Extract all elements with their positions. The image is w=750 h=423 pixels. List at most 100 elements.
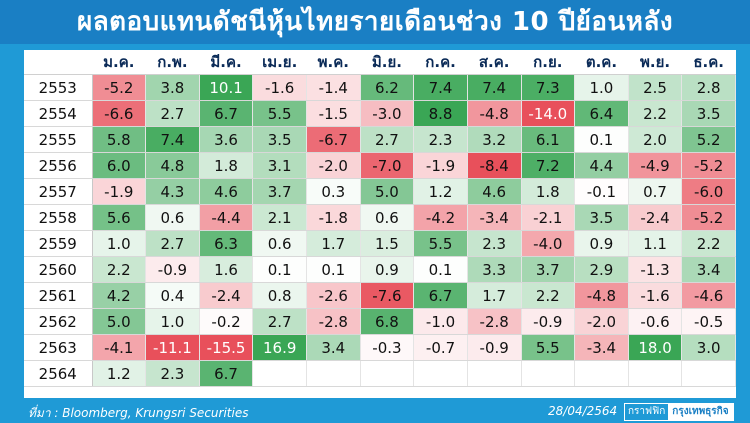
heatmap-cell: 0.9 (574, 230, 629, 257)
heatmap-cell: 18.0 (628, 334, 683, 361)
heatmap-cell: 7.3 (521, 74, 576, 101)
heatmap-cell: 5.0 (92, 308, 147, 335)
heatmap-cell: 6.1 (521, 126, 576, 153)
heatmap-cell: -4.4 (199, 204, 254, 231)
heatmap-cell: -2.1 (521, 204, 576, 231)
heatmap-cell: 1.7 (467, 282, 522, 309)
heatmap-cell: 3.8 (145, 74, 200, 101)
month-header: ส.ค. (467, 50, 521, 75)
heatmap-cell (306, 360, 361, 387)
heatmap-cell: -5.2 (681, 204, 736, 231)
heatmap-cell: 1.8 (199, 152, 254, 179)
table-row: 2560 2.2 -0.9 1.6 0.1 0.1 0.9 0.1 3.3 3.7 2.9 -1.3 3… (24, 256, 736, 283)
heatmap-cell: 4.4 (574, 152, 629, 179)
heatmap-cell: -6.7 (306, 126, 361, 153)
heatmap-cell: 2.1 (252, 204, 307, 231)
heatmap-cell: 1.2 (92, 360, 147, 387)
heatmap-cell: 4.8 (145, 152, 200, 179)
table-row: 2564 1.2 2.3 6.7 (24, 360, 736, 387)
heatmap-cell (413, 360, 468, 387)
heatmap-cell (521, 360, 576, 387)
heatmap-cell: -7.0 (360, 152, 415, 179)
heatmap-cell: 2.7 (145, 230, 200, 257)
heatmap-cell: 2.9 (574, 256, 629, 283)
heatmap-cell: -0.3 (360, 334, 415, 361)
heatmap-cell (681, 360, 736, 387)
heatmap-cell: 0.6 (360, 204, 415, 231)
year-label: 2560 (24, 256, 93, 283)
month-header: พ.ย. (628, 50, 682, 75)
table-row: 2553 -5.2 3.8 10.1 -1.6 -1.4 6.2 7.4 7.4 7.3 1.0 2.… (24, 74, 736, 101)
heatmap-cell: -2.4 (628, 204, 683, 231)
heatmap-cell: -4.1 (92, 334, 147, 361)
publisher-logo: กราฟฟิก กรุงเทพธุรกิจ (624, 403, 734, 421)
year-label: 2562 (24, 308, 93, 335)
source-text: ที่มา : Bloomberg, Krungsri Securities (28, 406, 249, 420)
heatmap-cell: -2.6 (306, 282, 361, 309)
table-row: 2561 4.2 0.4 -2.4 0.8 -2.6 -7.6 6.7 1.7 2.2 -4.8 -1… (24, 282, 736, 309)
heatmap-cell: 3.2 (467, 126, 522, 153)
month-header: ก.ย. (521, 50, 575, 75)
heatmap-cell: 6.0 (92, 152, 147, 179)
heatmap-cell: 3.4 (306, 334, 361, 361)
heatmap-cell: 6.7 (413, 282, 468, 309)
heatmap-cell: 5.2 (681, 126, 736, 153)
heatmap-cell: -6.6 (92, 100, 147, 127)
heatmap-cell: 0.4 (145, 282, 200, 309)
heatmap-cell: 3.0 (681, 334, 736, 361)
heatmap-cell: 1.6 (199, 256, 254, 283)
year-label: 2557 (24, 178, 93, 205)
heatmap-cell: -1.9 (92, 178, 147, 205)
month-header: ก.ค. (413, 50, 468, 75)
heatmap-cell: 2.2 (628, 100, 683, 127)
table-row: 2559 1.0 2.7 6.3 0.6 1.7 1.5 5.5 2.3 -4.0 0.9 1.1 2.… (24, 230, 736, 257)
heatmap-cell: 4.6 (199, 178, 254, 205)
heatmap-cell: 5.5 (252, 100, 307, 127)
heatmap-table-container: ม.ค. ก.พ. มี.ค. เม.ย. พ.ค. มิ.ย. ก.ค. ส.ค. ก.ย. ต… (24, 50, 736, 398)
table-row: 2558 5.6 0.6 -4.4 2.1 -1.8 0.6 -4.2 -3.4 -2.1 3.5-… (24, 204, 736, 231)
heatmap-cell: 5.5 (413, 230, 468, 257)
heatmap-cell: 6.7 (199, 100, 254, 127)
heatmap-cell: 6.8 (360, 308, 415, 335)
heatmap-cell: 2.3 (467, 230, 522, 257)
heatmap-cell: 2.2 (92, 256, 147, 283)
heatmap-cell: 6.7 (199, 360, 254, 387)
year-label: 2556 (24, 152, 93, 179)
heatmap-cell: -2.4 (199, 282, 254, 309)
heatmap-cell: 1.0 (145, 308, 200, 335)
year-label: 2561 (24, 282, 93, 309)
year-label: 2553 (24, 74, 93, 101)
heatmap-cell: -3.4 (467, 204, 522, 231)
heatmap-cell: -6.0 (681, 178, 736, 205)
heatmap-cell (467, 360, 522, 387)
heatmap-cell: 2.3 (145, 360, 200, 387)
heatmap-cell: -4.0 (521, 230, 576, 257)
heatmap-cell: -0.2 (199, 308, 254, 335)
heatmap-cell: 0.3 (306, 178, 361, 205)
heatmap-cell: 6.3 (199, 230, 254, 257)
heatmap-cell: 3.5 (681, 100, 736, 127)
heatmap-cell: -1.4 (306, 74, 361, 101)
table-row: 2555 5.8 7.4 3.6 3.5 -6.7 2.7 2.3 3.2 6.1 0.1 2.0 5.… (24, 126, 736, 153)
heatmap-cell: 1.0 (92, 230, 147, 257)
heatmap-cell: -4.9 (628, 152, 683, 179)
heatmap-cell (360, 360, 415, 387)
table-row: 2563 -4.1 -11.1 -15.5 16.9 3.4 -0.3 -0.7 -0.9 5.5… (24, 334, 736, 361)
heatmap-cell: 7.4 (413, 74, 468, 101)
heatmap-cell: 3.5 (574, 204, 629, 231)
month-header: พ.ค. (306, 50, 361, 75)
logo-graphic-label: กราฟฟิก (628, 406, 666, 417)
heatmap-cell: 0.1 (413, 256, 468, 283)
year-label: 2563 (24, 334, 93, 361)
heatmap-cell: -2.8 (467, 308, 522, 335)
heatmap-cell: 2.5 (628, 74, 683, 101)
heatmap-cell: 5.6 (92, 204, 147, 231)
heatmap-cell: 0.6 (252, 230, 307, 257)
footer: ที่มา : Bloomberg, Krungsri Securities 2… (0, 400, 750, 422)
heatmap-cell: 1.0 (574, 74, 629, 101)
month-header: มิ.ย. (360, 50, 414, 75)
heatmap-cell: 0.1 (306, 256, 361, 283)
heatmap-cell: -3.0 (360, 100, 415, 127)
heatmap-cell: 5.5 (521, 334, 576, 361)
table-row: 2562 5.0 1.0 -0.2 2.7 -2.8 6.8 -1.0 -2.8 -0.9 -2.0… (24, 308, 736, 335)
